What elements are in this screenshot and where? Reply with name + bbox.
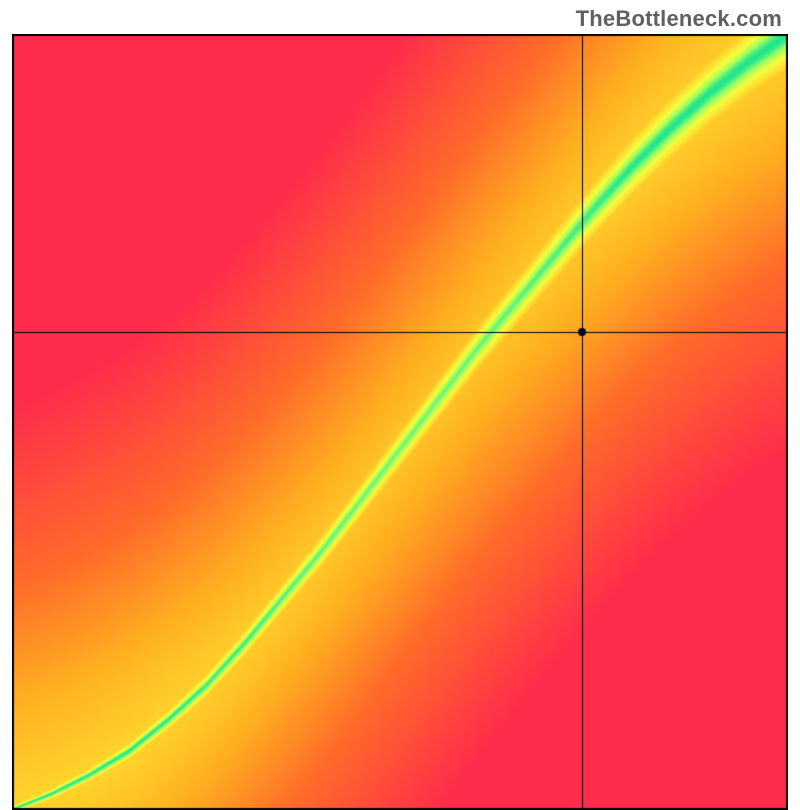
watermark-text: TheBottleneck.com bbox=[576, 6, 782, 32]
chart-container: TheBottleneck.com bbox=[0, 0, 800, 800]
bottleneck-heatmap bbox=[12, 34, 788, 810]
